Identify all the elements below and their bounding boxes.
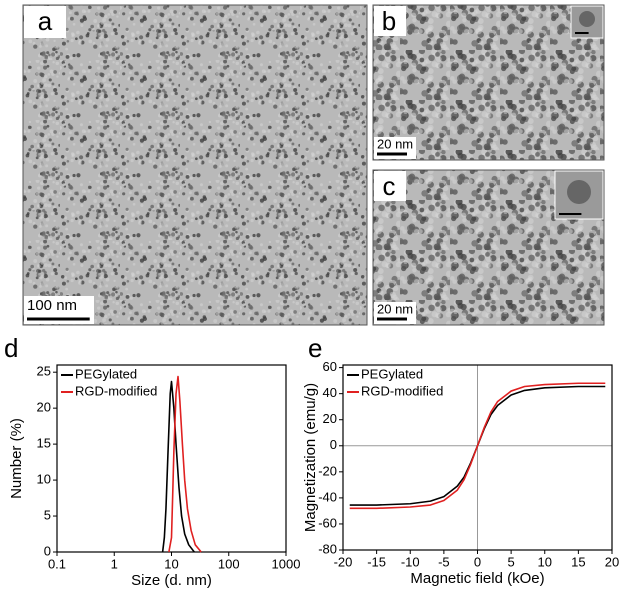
x-tick-label: 1000 [272, 556, 301, 571]
scale-bar-label: 20 nm [377, 301, 413, 316]
panel-label-box [24, 6, 66, 38]
y-axis-label: Number (%) [8, 418, 25, 499]
y-tick-label: 20 [37, 400, 51, 415]
y-tick-label: -80 [318, 541, 337, 556]
panel-label: d [4, 333, 18, 363]
y-tick-label: 10 [37, 472, 51, 487]
y-tick-label: 15 [37, 436, 51, 451]
x-tick-label: 5 [508, 554, 515, 569]
x-tick-label: 10 [164, 556, 178, 571]
legend-label: PEGylated [75, 366, 137, 381]
y-tick-label: 25 [37, 364, 51, 379]
series-line [349, 382, 606, 510]
x-tick-label: 100 [218, 556, 240, 571]
tem-image [372, 4, 605, 161]
panel-label-box [374, 171, 406, 201]
x-axis-label: Size (d. nm) [131, 572, 212, 589]
y-tick-label: 0 [44, 543, 51, 558]
scale-bar-label: 20 nm [377, 136, 413, 151]
x-tick-label: 15 [571, 554, 585, 569]
x-tick-label: 0.1 [48, 556, 66, 571]
x-tick-label: 10 [538, 554, 552, 569]
y-tick-label: 5 [44, 507, 51, 522]
x-tick-label: 20 [605, 554, 619, 569]
panel-label: a [38, 6, 53, 36]
series-line [168, 375, 202, 553]
legend-label: RGD-modified [361, 383, 443, 398]
x-tick-label: -20 [334, 554, 353, 569]
y-tick-label: 40 [323, 385, 337, 400]
inset-particle [567, 180, 591, 204]
x-axis-label: Magnetic field (kOe) [410, 570, 544, 587]
y-axis-label: Magnetization (emu/g) [302, 383, 319, 532]
tem-image [22, 4, 368, 326]
inset-particle [579, 11, 595, 27]
y-tick-label: -20 [318, 463, 337, 478]
panel-label: e [308, 333, 322, 363]
x-tick-label: -5 [438, 554, 450, 569]
legend-label: PEGylated [361, 366, 423, 381]
x-tick-label: -10 [401, 554, 420, 569]
series-line [161, 380, 195, 553]
x-tick-label: -15 [367, 554, 386, 569]
panel-label-box [374, 6, 406, 36]
plot-frame [56, 364, 287, 553]
plot-frame [342, 364, 613, 551]
y-tick-label: 20 [323, 411, 337, 426]
scale-bar-label: 100 nm [27, 297, 77, 314]
y-tick-label: 60 [323, 359, 337, 374]
y-tick-label: 0 [330, 437, 337, 452]
x-tick-label: 1 [111, 556, 118, 571]
y-tick-label: -40 [318, 489, 337, 504]
y-tick-label: -60 [318, 515, 337, 530]
legend-label: RGD-modified [75, 383, 157, 398]
x-tick-label: 0 [474, 554, 481, 569]
panel-label: b [382, 6, 396, 36]
panel-label: c [383, 171, 396, 201]
